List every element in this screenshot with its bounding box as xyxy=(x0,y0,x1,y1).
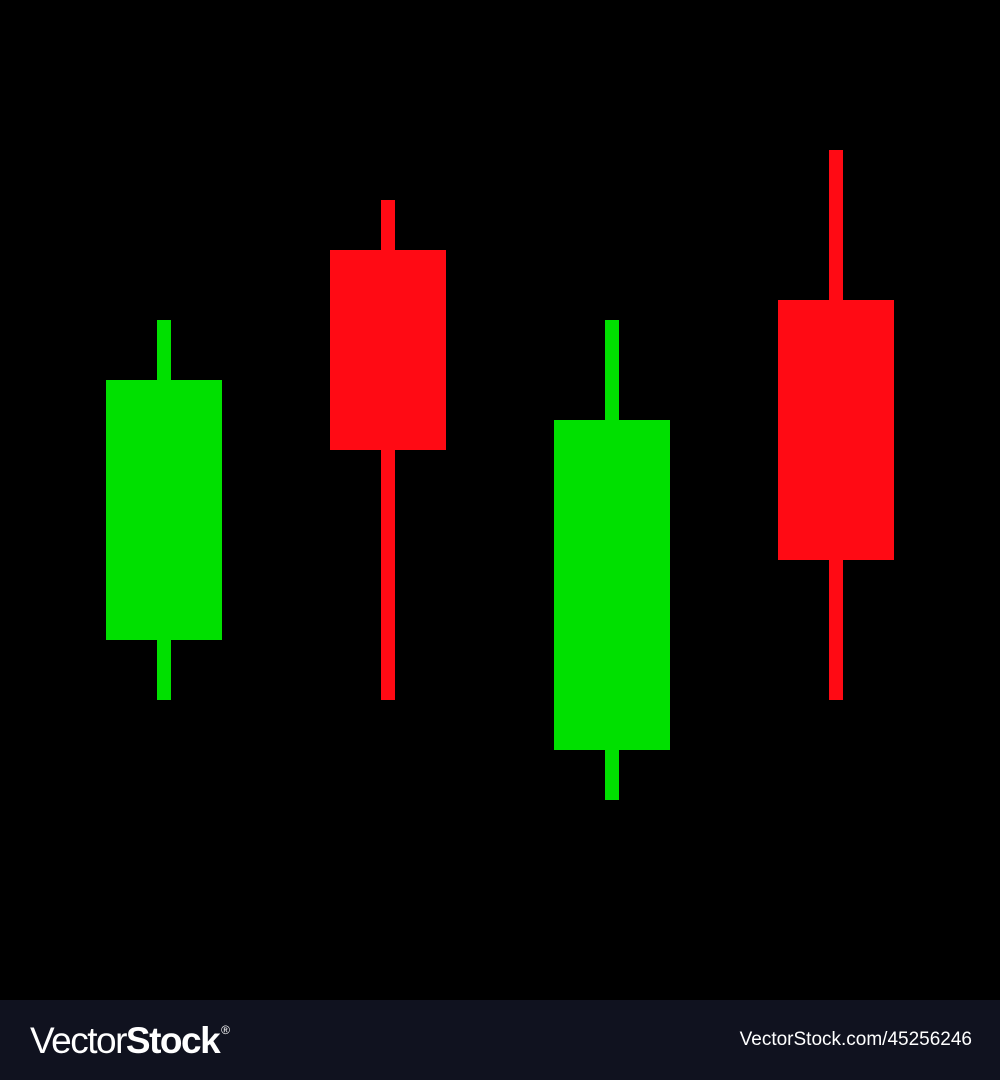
candle-3-body xyxy=(554,420,670,750)
logo-text-stock: Stock xyxy=(125,1019,221,1061)
candle-1-body xyxy=(106,380,222,640)
candlestick-chart xyxy=(106,150,894,800)
candle-4-body xyxy=(778,300,894,560)
registered-mark: ® xyxy=(221,1022,231,1037)
candle-1-up xyxy=(106,320,222,700)
chart-canvas xyxy=(106,150,894,800)
logo-text-vector: Vector xyxy=(30,1019,127,1061)
watermark-footer: Vector Stock ® VectorStock.com/45256246 xyxy=(0,1000,1000,1080)
candle-4-down xyxy=(778,150,894,700)
image-credit-id: VectorStock.com/45256246 xyxy=(739,1029,972,1050)
candle-2-body xyxy=(330,250,446,450)
vectorstock-logo: Vector Stock ® xyxy=(30,1022,230,1059)
candle-2-down xyxy=(330,200,446,700)
candle-3-up xyxy=(554,320,670,800)
